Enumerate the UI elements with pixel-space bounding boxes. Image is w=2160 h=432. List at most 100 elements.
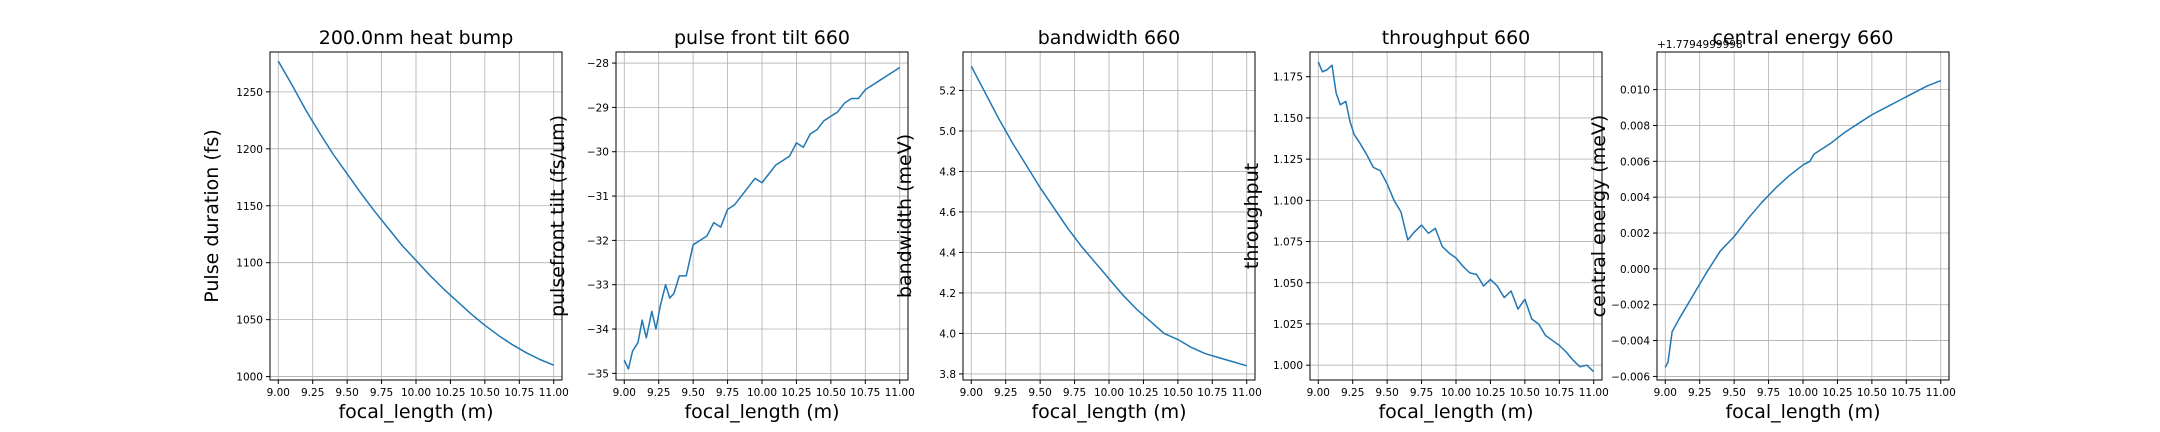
x-tick-label: 9.75 <box>1063 387 1086 399</box>
y-tick-label: 0.002 <box>1620 228 1650 240</box>
chart-panel-2: 9.00 9.25 9.50 9.75 10.00 10.25 10.50 10.75 11.0… <box>547 27 915 423</box>
plot-frame <box>1309 51 1603 381</box>
x-tick-label: 9.25 <box>1688 387 1711 399</box>
x-tick-label: 10.25 <box>1128 387 1158 399</box>
y-tick-label: 4.6 <box>939 207 956 219</box>
y-tick-label: 4.8 <box>939 166 956 178</box>
chart-title: throughput 660 <box>1382 27 1531 49</box>
x-axis-label: focal_length (m) <box>1378 401 1533 423</box>
plot-frame <box>1656 51 1950 381</box>
y-tick-label: 1000 <box>236 372 263 384</box>
y-tick-label: −33 <box>587 280 609 292</box>
chart-panel-5: 9.00 9.25 9.50 9.75 10.00 10.25 10.50 10.75 11.0… <box>1588 27 1956 423</box>
y-tick-label: 1250 <box>236 87 263 99</box>
y-axis-label: bandwidth (meV) <box>894 134 916 298</box>
y-tick-label: 0.008 <box>1620 120 1650 132</box>
x-tick-label: 9.50 <box>1375 387 1398 399</box>
chart-panel-3: 9.00 9.25 9.50 9.75 10.00 10.25 10.50 10.75 11.0… <box>894 27 1262 423</box>
y-tick-label: 1.050 <box>1273 278 1303 290</box>
x-tick-label: 9.25 <box>647 387 670 399</box>
y-tick-label: 5.2 <box>939 85 956 97</box>
y-tick-label: 1.125 <box>1273 154 1303 166</box>
x-tick-label: 10.75 <box>1197 387 1227 399</box>
x-tick-label: 10.25 <box>1475 387 1505 399</box>
series-line <box>970 65 1247 367</box>
x-tick-label: 9.50 <box>681 387 704 399</box>
x-tick-label: 10.00 <box>747 387 777 399</box>
y-tick-label: 1100 <box>236 258 263 270</box>
y-tick-label: 4.2 <box>939 288 956 300</box>
x-tick-label: 11.00 <box>1579 387 1609 399</box>
x-tick-label: 9.00 <box>613 387 636 399</box>
plot-frame <box>962 51 1256 381</box>
y-tick-label: 1.100 <box>1273 195 1303 207</box>
y-tick-label: −30 <box>587 147 609 159</box>
y-tick-label: 1.150 <box>1273 113 1303 125</box>
y-tick-label: −32 <box>587 235 609 247</box>
x-tick-label: 9.00 <box>1307 387 1330 399</box>
series-line <box>623 66 901 370</box>
x-tick-label: 9.50 <box>1028 387 1051 399</box>
x-tick-label: 9.25 <box>994 387 1017 399</box>
y-tick-label: −0.006 <box>1611 371 1650 383</box>
y-tick-label: 1050 <box>236 315 263 327</box>
chart-title: central energy 660 <box>1713 27 1894 49</box>
x-tick-label: 10.25 <box>1822 387 1852 399</box>
x-tick-label: 9.00 <box>1654 387 1677 399</box>
y-tick-label: −31 <box>587 191 609 203</box>
x-tick-label: 9.25 <box>301 387 324 399</box>
x-axis-label: focal_length (m) <box>338 401 493 423</box>
chart-title: pulse front tilt 660 <box>674 27 850 49</box>
x-tick-label: 10.00 <box>1441 387 1471 399</box>
y-tick-label: 4.4 <box>939 247 956 259</box>
x-tick-label: 10.75 <box>1544 387 1574 399</box>
y-axis-label: central energy (meV) <box>1588 115 1610 318</box>
y-tick-label: −34 <box>587 324 609 336</box>
x-tick-label: 9.50 <box>335 387 358 399</box>
x-tick-label: 10.50 <box>1510 387 1540 399</box>
x-tick-label: 10.75 <box>850 387 880 399</box>
chart-panel-1: 9.00 9.25 9.50 9.75 10.00 10.25 10.50 10.75 11.0… <box>201 27 569 423</box>
x-axis-label: focal_length (m) <box>684 401 839 423</box>
x-tick-label: 10.75 <box>1891 387 1921 399</box>
y-tick-label: 3.8 <box>939 369 956 381</box>
y-tick-label: −0.004 <box>1611 336 1650 348</box>
x-tick-label: 9.50 <box>1722 387 1745 399</box>
x-tick-label: 10.00 <box>401 387 431 399</box>
y-tick-label: 1.075 <box>1273 237 1303 249</box>
y-axis-label: throughput <box>1241 163 1263 269</box>
x-tick-label: 9.00 <box>960 387 983 399</box>
chart-title: bandwidth 660 <box>1038 27 1180 49</box>
y-tick-label: 0.006 <box>1620 156 1650 168</box>
x-tick-label: 10.50 <box>816 387 846 399</box>
y-axis-label: pulsefront tilt (fs/um) <box>547 115 569 317</box>
x-tick-label: 10.75 <box>504 387 534 399</box>
x-tick-label: 11.00 <box>885 387 915 399</box>
x-tick-label: 11.00 <box>539 387 569 399</box>
y-tick-label: 4.0 <box>939 328 956 340</box>
x-tick-label: 9.00 <box>267 387 290 399</box>
x-axis-label: focal_length (m) <box>1725 401 1880 423</box>
y-tick-label: 0.000 <box>1620 264 1650 276</box>
y-tick-label: 5.0 <box>939 126 956 138</box>
series-line <box>1317 61 1595 373</box>
y-axis-label: Pulse duration (fs) <box>201 129 223 302</box>
y-offset-label: +1.7794999998 <box>1657 39 1743 51</box>
y-tick-label: −29 <box>587 102 609 114</box>
x-tick-label: 11.00 <box>1926 387 1956 399</box>
plot-frame <box>269 51 563 381</box>
y-tick-label: 0.010 <box>1620 85 1650 97</box>
y-tick-label: −35 <box>587 368 609 380</box>
x-tick-label: 10.50 <box>1857 387 1887 399</box>
x-tick-label: 11.00 <box>1232 387 1262 399</box>
x-tick-label: 9.75 <box>716 387 739 399</box>
plot-frame <box>615 51 909 381</box>
y-tick-label: 1200 <box>236 144 263 156</box>
series-line <box>1664 79 1942 368</box>
x-tick-label: 10.25 <box>781 387 811 399</box>
x-tick-label: 9.75 <box>370 387 393 399</box>
chart-title: 200.0nm heat bump <box>319 27 514 49</box>
x-tick-label: 10.50 <box>1163 387 1193 399</box>
y-tick-label: 1.000 <box>1273 360 1303 372</box>
